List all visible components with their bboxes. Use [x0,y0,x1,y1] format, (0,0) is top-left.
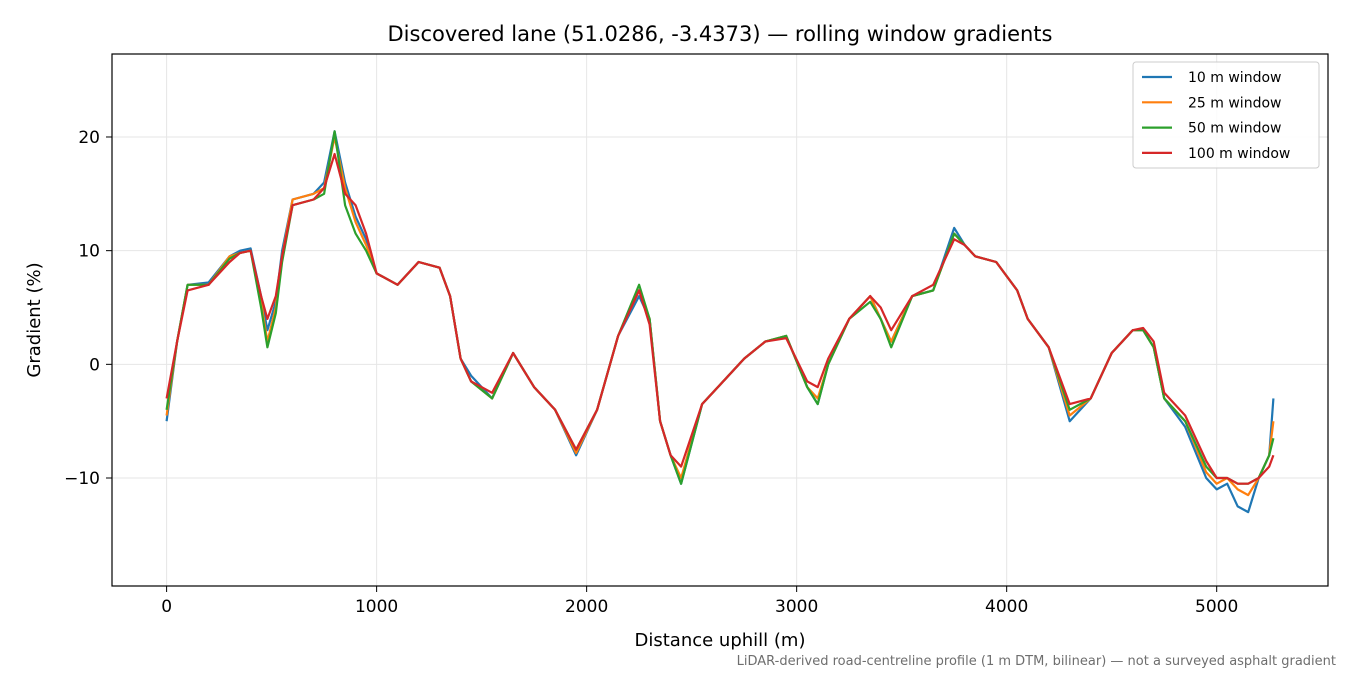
y-tick-label: 20 [78,128,100,148]
y-tick-label: 0 [89,355,100,375]
axis-ticks: 0 1000 2000 3000 4000 5000 20 10 0 −10 [64,128,1238,617]
series-line-1 [165,130,1275,514]
series-line-4 [165,152,1275,485]
series-line-2 [165,135,1275,497]
x-tick-label: 1000 [355,597,398,617]
y-tick-label: 10 [78,242,100,262]
plot-frame [111,53,1329,587]
x-tick-label: 5000 [1195,597,1238,617]
x-tick-label: 3000 [775,597,818,617]
series-layer [165,130,1275,514]
legend-label: 50 m window [1188,121,1281,137]
legend-label: 25 m window [1188,95,1281,111]
legend-box [1132,61,1320,169]
x-axis-label: Distance uphill (m) [635,630,806,651]
x-tick-label: 0 [161,597,172,617]
y-axis-label: Gradient (%) [24,262,45,377]
y-tick-label: −10 [64,469,100,489]
legend: 10 m window 25 m window 50 m window 100 m w… [1132,61,1320,169]
legend-label: 10 m window [1188,70,1281,86]
chart-title: Discovered lane (51.0286, -3.4373) — rol… [388,22,1053,46]
series-line-3 [165,130,1275,485]
footnote: LiDAR-derived road-centreline profile (1… [737,654,1336,669]
x-tick-label: 2000 [565,597,608,617]
legend-label: 100 m window [1188,146,1290,162]
x-tick-label: 4000 [985,597,1028,617]
